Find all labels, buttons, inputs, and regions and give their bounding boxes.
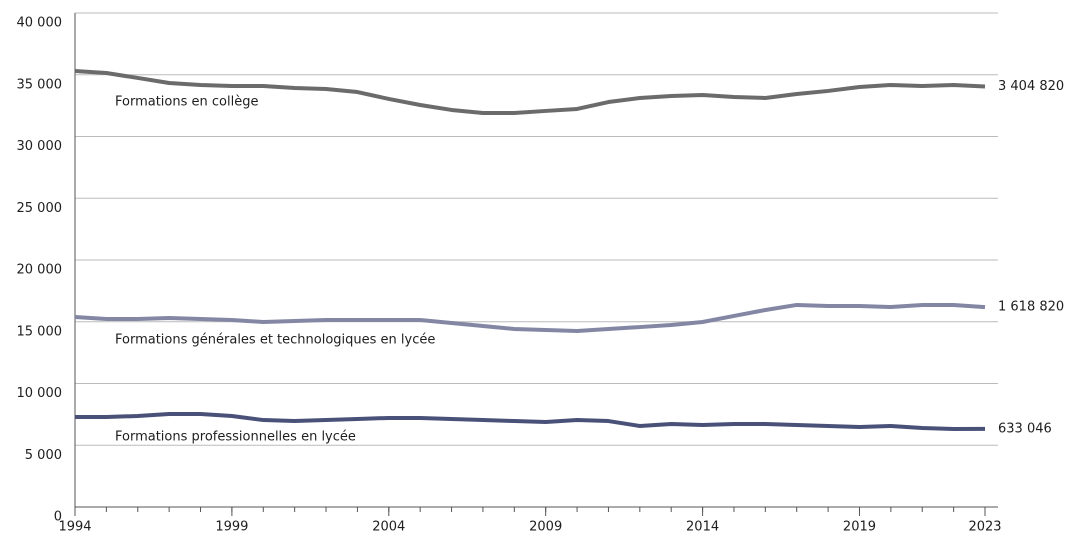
y-tick-label: 25 000 (17, 201, 63, 216)
series-label: Formations professionnelles en lycée (115, 430, 356, 445)
x-tick-label: 2014 (686, 520, 719, 535)
x-tick-label: 2004 (372, 520, 405, 535)
series-line (75, 412, 986, 431)
x-tick-label: 2023 (968, 520, 1001, 535)
series-label: Formations en collège (115, 95, 258, 110)
series-label: Formations générales et technologiques e… (115, 333, 435, 348)
y-tick-label: 35 000 (17, 77, 63, 92)
x-tick-label: 2009 (529, 520, 562, 535)
x-tick-label: 2019 (843, 520, 876, 535)
y-tick-label: 15 000 (17, 324, 63, 339)
y-tick-label: 10 000 (17, 386, 63, 401)
series-line (74, 302, 986, 334)
x-tick-label: 1999 (215, 520, 248, 535)
series-line (74, 69, 986, 116)
y-tick-label: 40 000 (17, 16, 63, 31)
end-label: 1 618 820 (998, 300, 1064, 315)
y-tick-label: 20 000 (17, 263, 63, 278)
end-label: 3 404 820 (998, 79, 1064, 94)
y-tick-label: 0 (54, 510, 62, 525)
y-tick-label: 30 000 (17, 139, 63, 154)
x-tick-label: 1994 (58, 520, 91, 535)
y-tick-label: 5 000 (25, 448, 62, 463)
end-label: 633 046 (998, 421, 1052, 436)
